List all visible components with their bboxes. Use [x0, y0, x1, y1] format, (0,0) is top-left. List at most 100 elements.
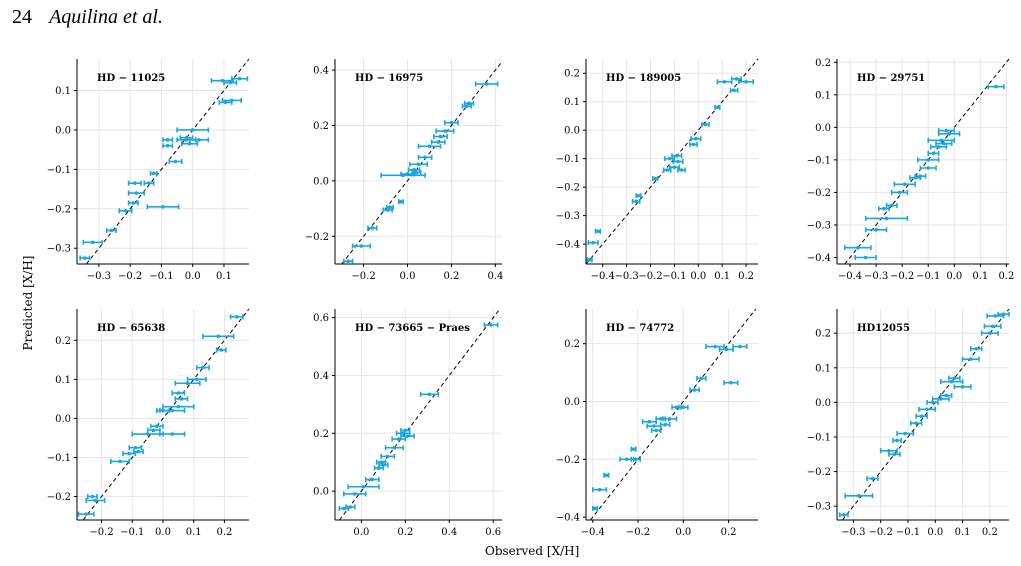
- point-marker: [897, 190, 902, 195]
- y-tick-label: −0.3: [47, 244, 71, 255]
- data-point: [701, 121, 710, 127]
- point-marker: [443, 129, 447, 133]
- identity-line: [82, 308, 250, 521]
- data-point: [937, 128, 956, 134]
- data-point: [641, 419, 657, 425]
- data-point: [463, 100, 475, 106]
- point-marker: [90, 494, 95, 499]
- point-marker: [667, 417, 672, 421]
- x-tick-label: 0.2: [397, 527, 413, 538]
- data-point: [174, 396, 189, 402]
- y-tick-label: −0.2: [556, 455, 580, 466]
- x-tick-label: 0.2: [738, 271, 754, 282]
- point-marker: [133, 445, 138, 450]
- data-point: [143, 180, 155, 186]
- x-tick-label: 0.6: [485, 527, 501, 538]
- data-point: [176, 127, 210, 133]
- panel-title: HD − 189005: [606, 73, 681, 84]
- data-point: [718, 346, 734, 352]
- point-marker: [902, 182, 907, 187]
- point-marker: [348, 505, 353, 509]
- y-tick-label: 0.2: [55, 336, 71, 347]
- data-point: [987, 84, 1005, 90]
- point-marker: [134, 191, 139, 195]
- point-marker: [370, 226, 375, 230]
- point-marker: [681, 405, 686, 410]
- point-marker: [738, 344, 742, 349]
- point-marker: [936, 145, 941, 149]
- data-point: [916, 157, 940, 163]
- point-marker: [653, 176, 658, 181]
- point-marker: [942, 141, 946, 146]
- point-marker: [624, 457, 629, 462]
- point-marker: [939, 138, 944, 143]
- point-marker: [136, 449, 141, 454]
- point-marker: [699, 376, 704, 381]
- point-marker: [228, 80, 233, 85]
- point-marker: [187, 141, 192, 146]
- data-point: [375, 459, 387, 465]
- x-tick-label: −0.2: [890, 271, 914, 282]
- data-point: [689, 141, 698, 147]
- point-marker: [654, 428, 658, 433]
- point-marker: [930, 400, 935, 405]
- y-tick-label: −0.2: [807, 467, 831, 478]
- data-point: [109, 458, 131, 464]
- point-marker: [109, 228, 114, 233]
- data-point: [892, 437, 902, 443]
- point-marker: [856, 245, 860, 250]
- x-tick-label: 0.2: [998, 271, 1014, 282]
- y-tick-label: 0.0: [564, 126, 580, 137]
- point-marker: [863, 255, 868, 260]
- data-point: [885, 202, 898, 208]
- data-point: [128, 445, 143, 451]
- data-point: [664, 156, 676, 162]
- data-point: [430, 139, 446, 145]
- point-marker: [465, 104, 469, 108]
- scatter-panel-6: 0.0 0.2 0.4 0.6 0.0 0.2 0.4 0.6 HD − 73665 − Pra…: [313, 308, 502, 538]
- point-marker: [403, 428, 408, 433]
- x-tick-label: −0.1: [662, 271, 686, 282]
- data-point: [677, 404, 689, 410]
- y-tick-label: −0.3: [807, 220, 831, 231]
- scatter-panel-1: −0.3 −0.2 −0.1 0.0 0.1 −0.3 −0.2 −0.1 0.0 0.1 HD −…: [47, 58, 250, 282]
- point-marker: [994, 84, 998, 89]
- x-tick-label: −0.3: [87, 271, 111, 282]
- point-marker: [370, 477, 375, 482]
- point-marker: [665, 168, 670, 172]
- point-marker: [197, 138, 201, 142]
- y-tick-label: −0.2: [556, 183, 580, 194]
- point-marker: [887, 449, 891, 453]
- scatter-panel-7: −0.4 −0.2 0.0 0.2 −0.4 −0.2 0.0 0.2 HD − 74772: [556, 308, 758, 538]
- data-point: [82, 239, 103, 245]
- x-tick-label: −0.2: [351, 271, 375, 282]
- data-point: [668, 164, 680, 170]
- point-marker: [968, 357, 973, 361]
- data-point: [696, 375, 707, 381]
- point-marker: [414, 170, 419, 175]
- x-tick-label: 0.1: [955, 527, 971, 538]
- point-marker: [341, 506, 346, 511]
- point-marker: [230, 98, 234, 103]
- data-point: [716, 79, 733, 85]
- point-marker: [694, 136, 698, 141]
- x-tick-label: −0.4: [581, 527, 605, 538]
- point-marker: [361, 484, 366, 489]
- data-point: [210, 78, 235, 84]
- point-marker: [427, 392, 432, 397]
- x-tick-label: −0.3: [841, 527, 865, 538]
- panel-title: HD − 29751: [857, 73, 925, 84]
- data-point: [927, 137, 956, 143]
- point-marker: [604, 473, 609, 477]
- point-marker: [412, 168, 416, 172]
- data-point: [149, 423, 164, 429]
- data-point: [671, 153, 683, 159]
- point-marker: [724, 347, 729, 352]
- x-tick-label: −0.1: [120, 527, 144, 538]
- data-point: [980, 330, 999, 336]
- y-tick-label: 0.2: [564, 69, 580, 80]
- data-point: [594, 228, 602, 234]
- y-tick-label: 0.4: [313, 371, 329, 382]
- data-point: [483, 322, 499, 328]
- data-point: [461, 103, 473, 109]
